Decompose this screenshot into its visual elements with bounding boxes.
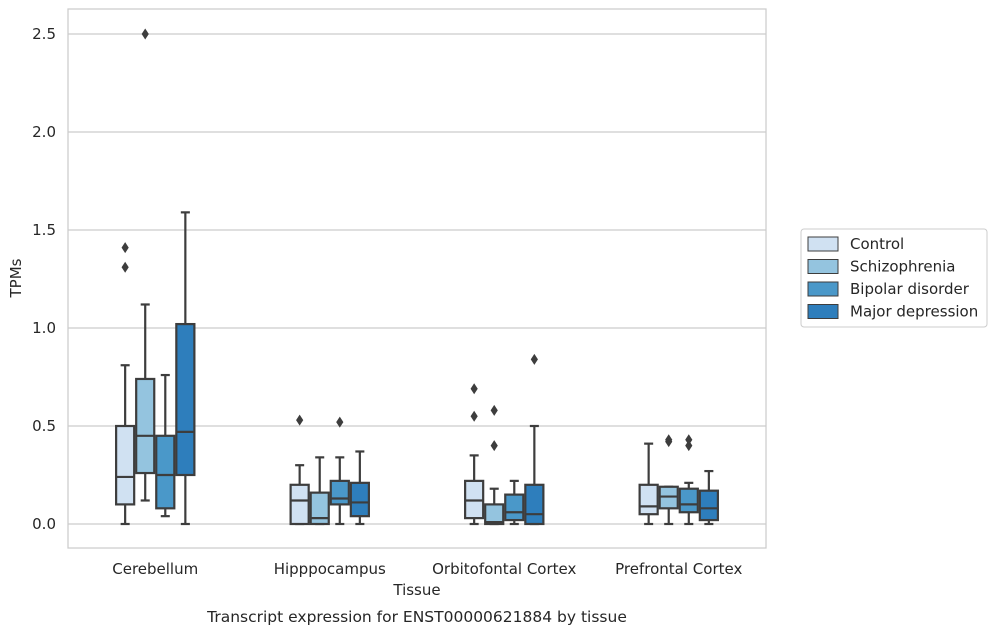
iqr-box <box>289 483 310 526</box>
x-tick-label: Hipppocampus <box>274 560 386 578</box>
y-tick-label: 1.0 <box>32 319 56 337</box>
iqr-box <box>175 322 196 477</box>
iqr-box <box>638 483 659 516</box>
legend-label: Bipolar disorder <box>850 280 970 298</box>
outlier-point <box>530 353 538 365</box>
x-axis-tick-labels: Cerebellum Hipppocampus Orbitofontal Corte… <box>112 560 742 578</box>
box-group <box>329 416 350 526</box>
legend-swatch <box>807 259 839 274</box>
iqr-box <box>484 503 505 526</box>
x-tick-label: Prefrontal Cortex <box>615 560 742 578</box>
outlier-point <box>121 242 129 254</box>
chart-caption: Transcript expression for ENST0000062188… <box>206 608 627 626</box>
outlier-point <box>665 434 673 446</box>
iqr-box <box>698 489 719 522</box>
legend: Control Schizophrenia Bipolar disorder Majo… <box>800 228 988 328</box>
y-tick-label: 0.5 <box>32 417 56 435</box>
y-axis-label: TPMs <box>7 258 25 298</box>
box-group <box>678 434 699 526</box>
box-group <box>349 450 370 526</box>
box-group <box>698 469 719 526</box>
box-group <box>289 414 310 526</box>
legend-label: Control <box>850 235 904 253</box>
legend-swatch <box>807 304 839 319</box>
box-group <box>155 373 176 518</box>
iqr-box <box>678 487 699 514</box>
outlier-point <box>336 416 344 428</box>
box-group <box>484 404 505 526</box>
iqr-box <box>155 434 176 510</box>
outlier-point <box>470 410 478 422</box>
box-group <box>464 383 485 526</box>
iqr-box <box>135 377 156 475</box>
iqr-box <box>504 493 525 522</box>
iqr-box <box>524 483 545 526</box>
box-group <box>658 434 679 526</box>
outlier-point <box>470 383 478 395</box>
outlier-point <box>685 434 693 446</box>
box-group <box>115 242 136 526</box>
outlier-point <box>141 28 149 40</box>
legend-label: Schizophrenia <box>850 258 955 276</box>
y-tick-label: 2.0 <box>32 123 56 141</box>
legend-swatch <box>807 281 839 297</box>
outlier-point <box>490 440 498 452</box>
x-tick-label: Cerebellum <box>112 560 198 578</box>
box-group <box>638 442 659 526</box>
outlier-point <box>296 414 304 426</box>
y-tick-label: 1.5 <box>32 221 56 239</box>
iqr-box <box>349 481 370 518</box>
outlier-point <box>490 404 498 416</box>
plot-area-frame <box>67 8 767 549</box>
legend-label: Major depression <box>850 303 978 321</box>
box-plots <box>115 28 719 526</box>
y-tick-label: 0.0 <box>32 515 56 533</box>
box-group <box>309 456 330 526</box>
x-tick-label: Orbitofontal Cortex <box>432 560 576 578</box>
iqr-box <box>309 491 330 526</box>
legend-frame <box>800 228 988 328</box>
outlier-point <box>685 440 693 452</box>
outlier-point <box>121 261 129 273</box>
box-group <box>524 353 545 526</box>
box-group <box>504 479 525 526</box>
box-group <box>175 211 196 526</box>
y-tick-label: 2.5 <box>32 25 56 43</box>
y-axis-tick-labels: 0.0 0.5 1.0 1.5 2.0 2.5 <box>32 25 56 533</box>
iqr-box <box>115 424 136 506</box>
x-axis-label: Tissue <box>392 581 440 599</box>
legend-swatch <box>807 236 839 252</box>
iqr-box <box>329 479 350 506</box>
box-group <box>135 28 156 502</box>
